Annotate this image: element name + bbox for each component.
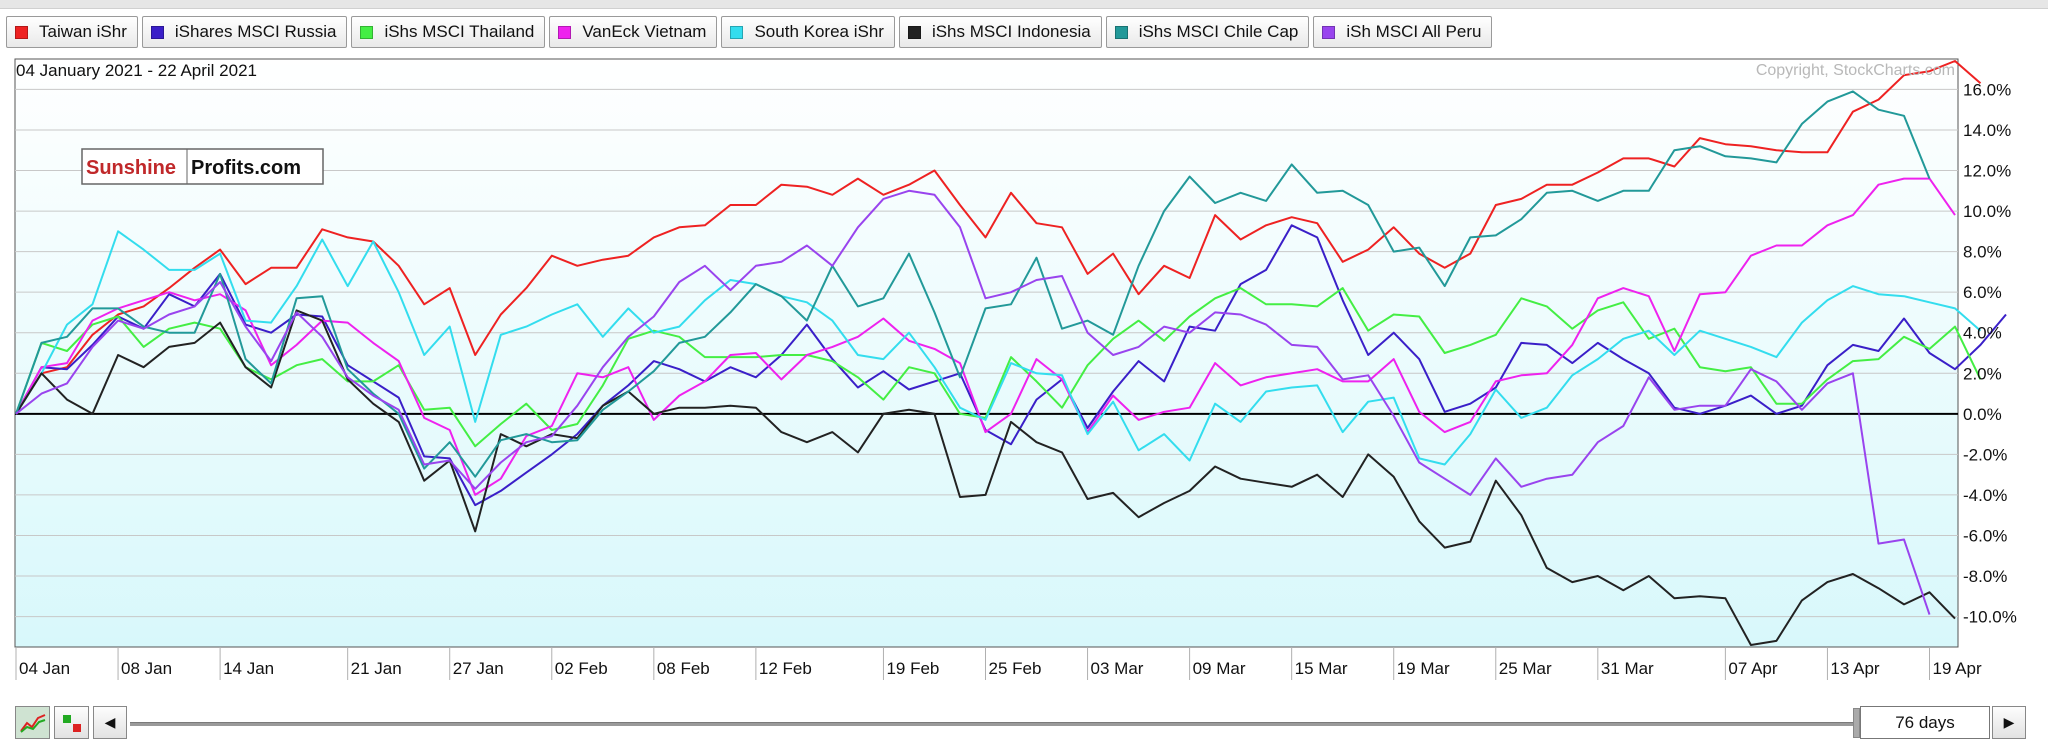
series-line-3 — [15, 177, 1956, 496]
legend-item[interactable]: iShs MSCI Indonesia — [898, 16, 1102, 48]
legend-label: iShs MSCI Thailand — [384, 22, 535, 41]
legend-item[interactable]: VanEck Vietnam — [549, 16, 718, 48]
top-strip — [0, 0, 2048, 9]
x-tick-label: 15 Mar — [1295, 659, 1348, 678]
plot-background — [14, 58, 1959, 648]
watermark-part1: Sunshine — [86, 157, 176, 179]
x-tick-label: 03 Mar — [1091, 659, 1144, 678]
x-tick-label: 12 Feb — [759, 659, 812, 678]
x-tick-label: 07 Apr — [1728, 659, 1777, 678]
y-tick-label: -10.0% — [1963, 608, 2017, 627]
y-tick-label: 2.0% — [1963, 364, 2002, 383]
slider-handle[interactable] — [1853, 708, 1860, 738]
legend-label: South Korea iShr — [754, 22, 884, 41]
y-tick-label: 0.0% — [1963, 405, 2002, 424]
bottom-controls: ◀ 76 days ▶ — [0, 698, 2048, 749]
copyright-label: Copyright, StockCharts.com — [1756, 62, 1955, 79]
series-line-5 — [15, 309, 1956, 646]
y-tick-label: 10.0% — [1963, 202, 2011, 221]
series-lines — [15, 60, 2007, 646]
date-range-label: 04 January 2021 - 22 April 2021 — [16, 61, 257, 80]
legend-swatch — [1114, 25, 1128, 39]
legend-item[interactable]: iShs MSCI Thailand — [351, 16, 546, 48]
x-tick-label: 19 Feb — [886, 659, 939, 678]
y-tick-label: -4.0% — [1963, 486, 2007, 505]
legend-item[interactable]: iShs MSCI Chile Cap — [1105, 16, 1310, 48]
legend-item[interactable]: South Korea iShr — [721, 16, 895, 48]
legend-label: iShares MSCI Russia — [174, 22, 337, 41]
chart-area: -10.0% -8.0% -6.0% -4.0% -2.0% 0.0% 2.0% 4.0% 6.… — [14, 58, 2017, 680]
x-tick-label: 04 Jan — [19, 659, 70, 678]
y-tick-label: 6.0% — [1963, 283, 2002, 302]
legend-item[interactable]: Taiwan iShr — [6, 16, 138, 48]
legend-label: iShs MSCI Indonesia — [931, 22, 1091, 41]
y-tick-label: 4.0% — [1963, 324, 2002, 343]
axes: -10.0% -8.0% -6.0% -4.0% -2.0% 0.0% 2.0% 4.0% 6.… — [15, 80, 2017, 680]
legend-swatch — [558, 25, 572, 39]
legend-swatch — [1322, 25, 1336, 39]
legend-swatch — [360, 25, 374, 39]
y-tick-label: -6.0% — [1963, 526, 2007, 545]
date-range-slider-track[interactable] — [130, 722, 1853, 726]
legend-swatch — [15, 25, 28, 39]
series-line-6 — [15, 90, 1931, 478]
y-tick-label: -2.0% — [1963, 445, 2007, 464]
scroll-right-button[interactable]: ▶ — [1992, 706, 2026, 739]
x-tick-label: 31 Mar — [1601, 659, 1654, 678]
y-tick-label: 16.0% — [1963, 80, 2011, 99]
legend-label: VanEck Vietnam — [582, 22, 707, 41]
x-tick-label: 21 Jan — [351, 659, 402, 678]
x-tick-label: 25 Feb — [989, 659, 1042, 678]
x-tick-label: 08 Feb — [657, 659, 710, 678]
legend-label: iSh MSCI All Peru — [1346, 22, 1482, 41]
series-line-7 — [15, 189, 1931, 615]
series-line-1 — [15, 224, 2007, 507]
legend-item[interactable]: iShares MSCI Russia — [141, 16, 348, 48]
y-tick-label: 8.0% — [1963, 243, 2002, 262]
legend-swatch — [150, 25, 164, 39]
y-tick-label: -8.0% — [1963, 567, 2007, 586]
x-tick-label: 14 Jan — [223, 659, 274, 678]
x-tick-label: 02 Feb — [555, 659, 608, 678]
y-tick-label: 14.0% — [1963, 121, 2011, 140]
line-chart-icon — [19, 713, 45, 733]
legend-swatch — [730, 25, 744, 39]
scroll-left-button[interactable]: ◀ — [93, 706, 127, 739]
legend-label: Taiwan iShr — [39, 22, 127, 41]
x-tick-label: 08 Jan — [121, 659, 172, 678]
series-line-2 — [15, 287, 1982, 448]
x-tick-label: 25 Mar — [1499, 659, 1552, 678]
series-line-4 — [15, 230, 1982, 466]
y-tick-label: 12.0% — [1963, 162, 2011, 181]
legend-item[interactable]: iSh MSCI All Peru — [1313, 16, 1493, 48]
x-tick-label: 19 Mar — [1397, 659, 1450, 678]
color-squares-icon — [62, 714, 81, 732]
legend-bar: Taiwan iShr iShares MSCI Russia iShs MSCI … — [6, 16, 1493, 52]
days-display: 76 days — [1860, 706, 1990, 739]
watermark-part2: Profits.com — [191, 157, 301, 179]
x-tick-label: 13 Apr — [1830, 659, 1879, 678]
series-line-0 — [15, 60, 1982, 415]
x-tick-label: 19 Apr — [1932, 659, 1981, 678]
x-tick-label: 27 Jan — [453, 659, 504, 678]
legend-label: iShs MSCI Chile Cap — [1138, 22, 1299, 41]
watermark-logo: Sunshine Profits.com — [81, 148, 324, 185]
color-toggle-button[interactable] — [54, 706, 89, 739]
x-tick-label: 09 Mar — [1193, 659, 1246, 678]
legend-swatch — [907, 25, 921, 39]
line-chart-toggle-button[interactable] — [15, 706, 50, 739]
